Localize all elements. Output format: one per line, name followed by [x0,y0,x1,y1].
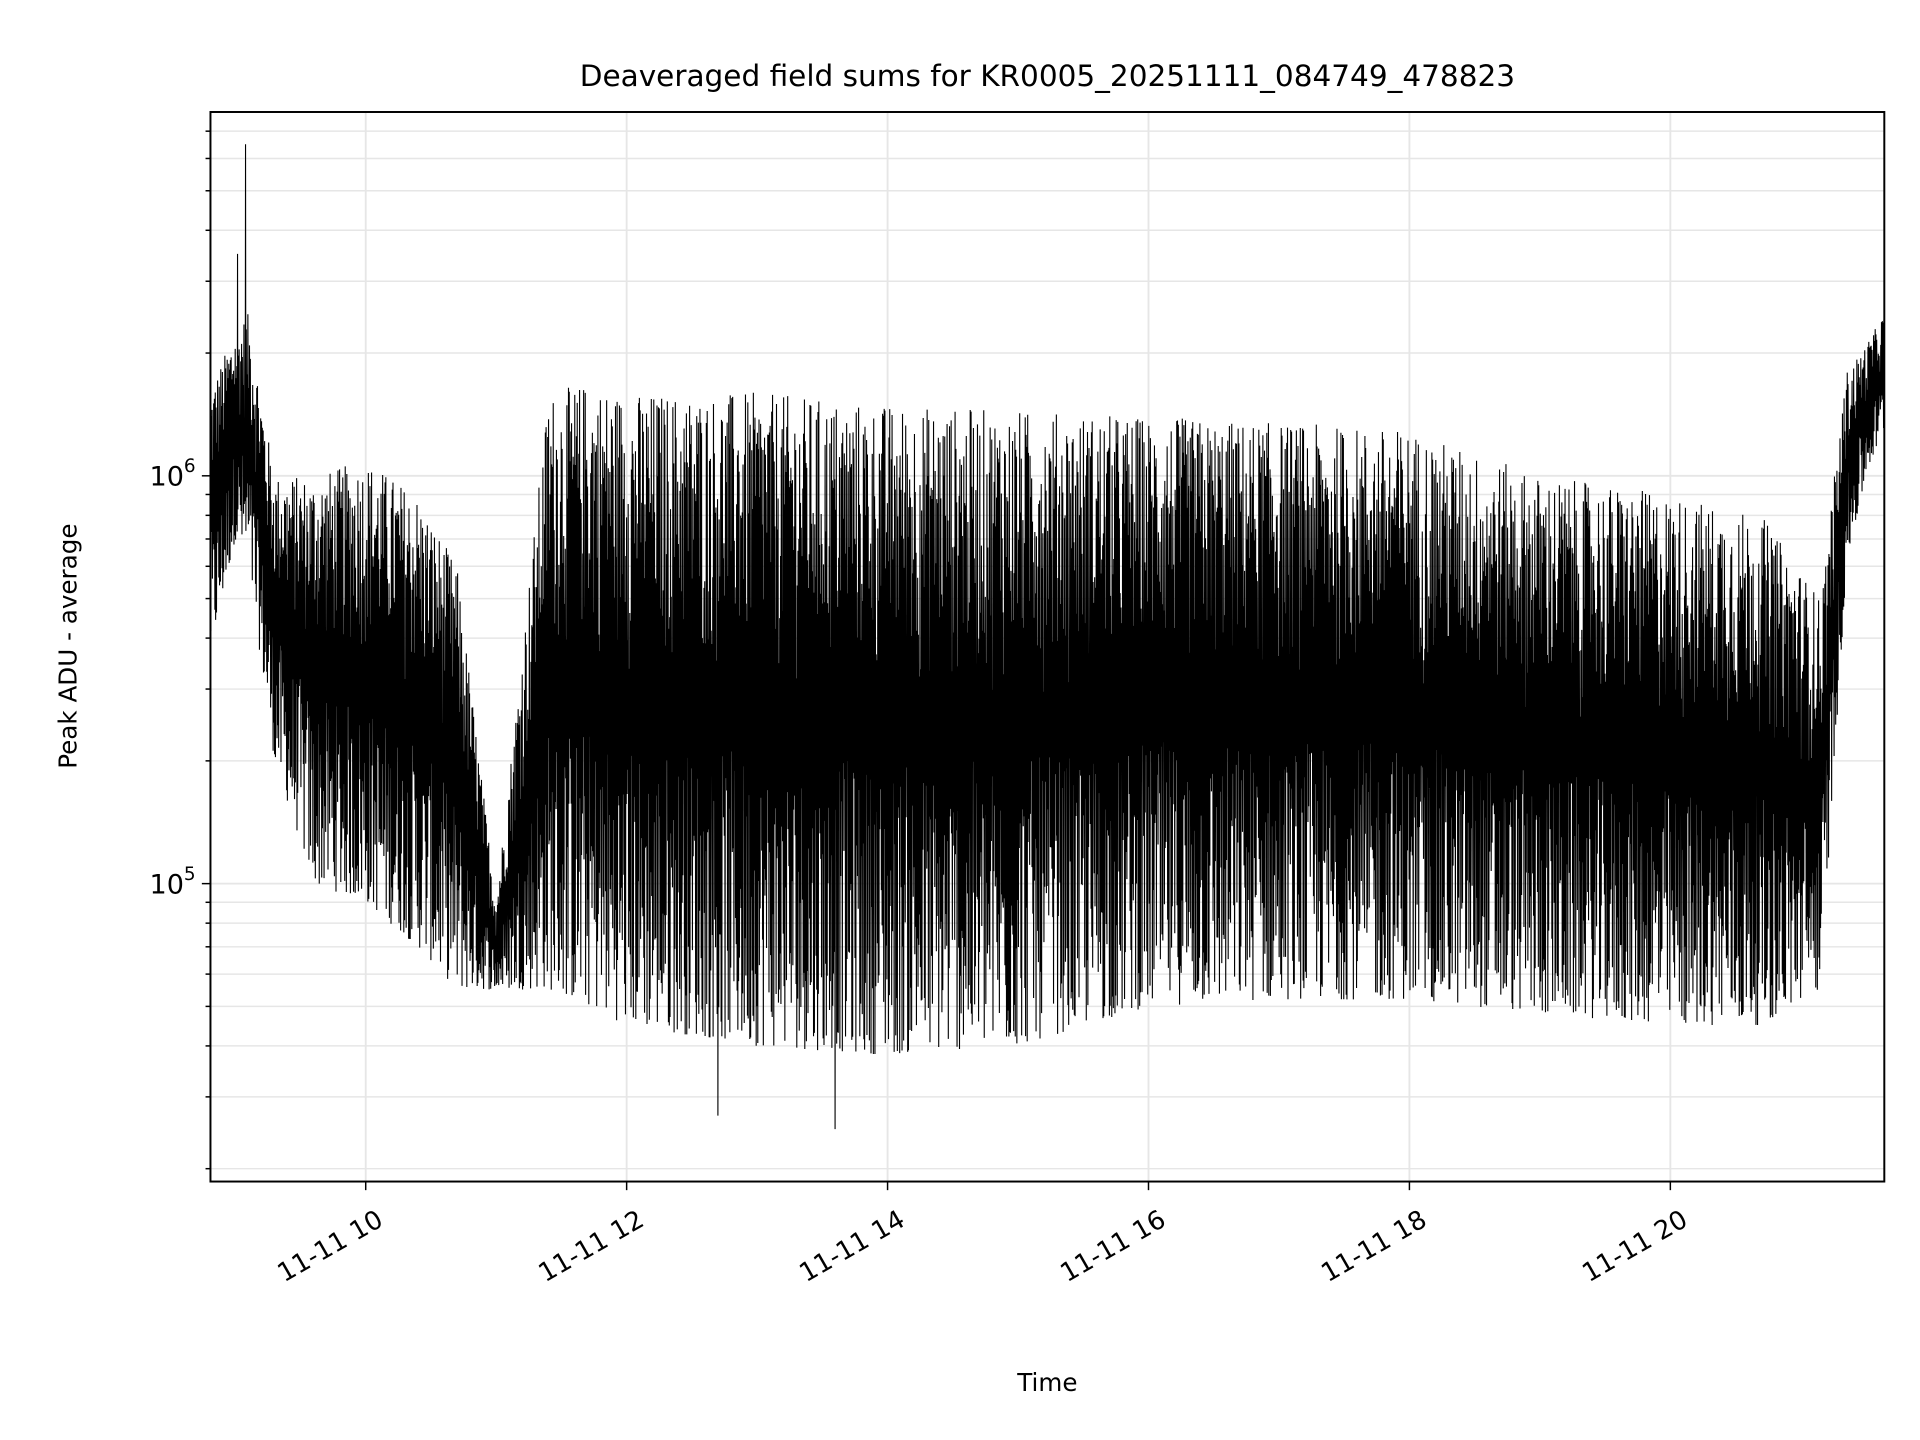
y-tick-base: 10 [150,462,184,493]
y-tick-exponent: 6 [184,456,196,477]
chart-title: Deaveraged field sums for KR0005_2025111… [580,59,1515,93]
y-axis-label: Peak ADU - average [53,523,82,768]
y-tick-label: 105 [150,864,196,901]
plot-frame [209,111,1886,1183]
y-tick-exponent: 5 [184,864,196,885]
y-tick-label: 106 [150,456,196,493]
x-axis-label: Time [1016,1368,1077,1397]
y-tick-base: 10 [150,869,184,900]
series [210,144,1885,1130]
data-line [210,144,1885,1130]
